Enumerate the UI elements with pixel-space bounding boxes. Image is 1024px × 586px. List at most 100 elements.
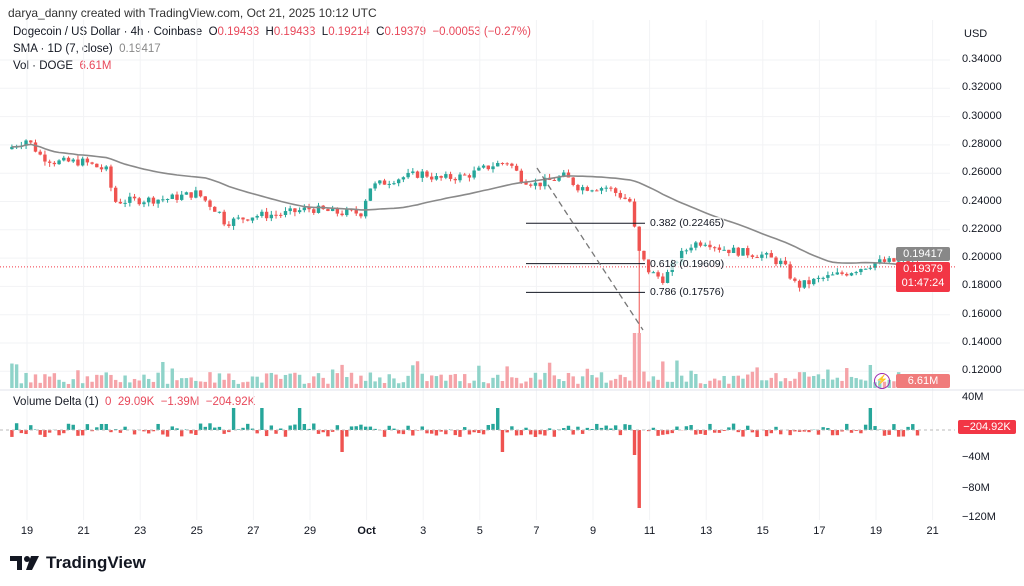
volume-bar (378, 377, 382, 388)
volume-bar (750, 371, 755, 388)
volume-bar (429, 375, 434, 388)
symbol-name[interactable]: Dogecoin / US Dollar · 4h · Coinbase (13, 26, 203, 38)
volume-bar (71, 379, 75, 388)
delta-bar (415, 430, 420, 431)
volume-bar (213, 382, 217, 388)
volume-bar (415, 361, 420, 388)
volume-bar (769, 377, 773, 388)
candle-body (208, 200, 212, 207)
candle-body (590, 190, 594, 192)
candle-body (892, 258, 896, 262)
delta-bar (543, 430, 547, 436)
candle-body (57, 160, 61, 165)
volume-bar (43, 374, 47, 388)
volume-bar (599, 372, 604, 388)
volume-bar (274, 374, 278, 388)
volume-bar (321, 377, 325, 388)
candle-body (297, 210, 302, 213)
delta-bar (10, 430, 14, 437)
delta-bar (481, 430, 486, 435)
candle-body (477, 167, 481, 171)
delta-bar (255, 430, 259, 434)
volume-bar (793, 378, 797, 388)
delta-bar (142, 430, 146, 432)
date-tick: 13 (700, 525, 713, 537)
candle-body (878, 259, 882, 263)
delta-bar (590, 428, 594, 430)
volume-bar (132, 378, 137, 388)
volume-tag: 6.61M (896, 374, 950, 388)
volume-bar (557, 379, 561, 388)
date-tick: 21 (77, 525, 90, 537)
delta-bar (425, 430, 429, 434)
candle-body (807, 280, 811, 285)
volume-bar (307, 383, 311, 388)
candle-body (859, 268, 863, 273)
delta-bar (396, 430, 401, 434)
candle-body (109, 166, 113, 188)
volume-bar (382, 382, 387, 388)
volume-bar (142, 374, 146, 388)
delta-bar (406, 425, 410, 430)
delta-bar (821, 427, 825, 430)
volume-bar (774, 373, 778, 388)
candle-body (363, 200, 368, 217)
candle-body (835, 272, 840, 275)
candle-body (741, 248, 745, 256)
candle-body (444, 174, 448, 178)
last-price-tag: 0.19379 01:47:24 (896, 262, 950, 292)
candle-body (727, 249, 731, 254)
delta-bar (505, 430, 509, 433)
delta-bar (519, 430, 524, 436)
candle-body (529, 184, 533, 186)
delta-bar (335, 425, 340, 430)
volume-bar (849, 376, 854, 388)
candle-body (392, 183, 396, 185)
candle-body (552, 179, 557, 181)
price-tick: 0.30000 (962, 109, 1002, 122)
delta-bar (779, 430, 783, 435)
volume-legend[interactable]: Vol · DOGE 6.61M (13, 60, 111, 72)
candle-body (760, 254, 764, 258)
volume-bar (547, 362, 552, 388)
delta-bar (491, 423, 495, 430)
delta-bar (29, 425, 33, 430)
delta-bar (76, 430, 80, 436)
delta-bar (477, 430, 481, 434)
tradingview-logo[interactable]: TradingView (10, 553, 146, 573)
high-label: H (265, 26, 274, 38)
delta-bar (571, 430, 575, 435)
volume-bar (514, 377, 519, 388)
volume-bar (109, 374, 113, 388)
fib-level-label: 0.786 (0.17576) (650, 286, 725, 299)
lightning-icon[interactable]: ⚡ (874, 373, 890, 389)
candle-body (10, 146, 14, 150)
volume-bar (312, 376, 316, 388)
delta-bar (632, 430, 637, 455)
volume-bar (868, 364, 873, 388)
candle-body (47, 161, 52, 163)
volume-bar (175, 380, 179, 388)
volume-bar (151, 381, 156, 388)
candle-body (453, 178, 457, 181)
candle-body (694, 242, 698, 248)
candle-body (142, 202, 146, 205)
candle-body (661, 276, 665, 283)
candle-body (260, 211, 264, 216)
candle-body (66, 157, 71, 162)
volume-bar (892, 381, 896, 388)
delta-bar (458, 430, 462, 437)
volume-bar (118, 382, 123, 388)
delta-bar (156, 423, 160, 430)
delta-bar (85, 424, 90, 430)
delta-bar (283, 430, 288, 437)
candle-body (189, 192, 193, 198)
delta-bar (901, 430, 906, 437)
volume-delta-legend[interactable]: Volume Delta (1) 0 29.09K −1.39M −204.92… (13, 396, 255, 408)
candle-body (797, 280, 802, 288)
delta-bar (628, 424, 632, 430)
candle-body (401, 177, 406, 180)
candle-body (85, 158, 90, 163)
volume-bar (727, 383, 731, 388)
